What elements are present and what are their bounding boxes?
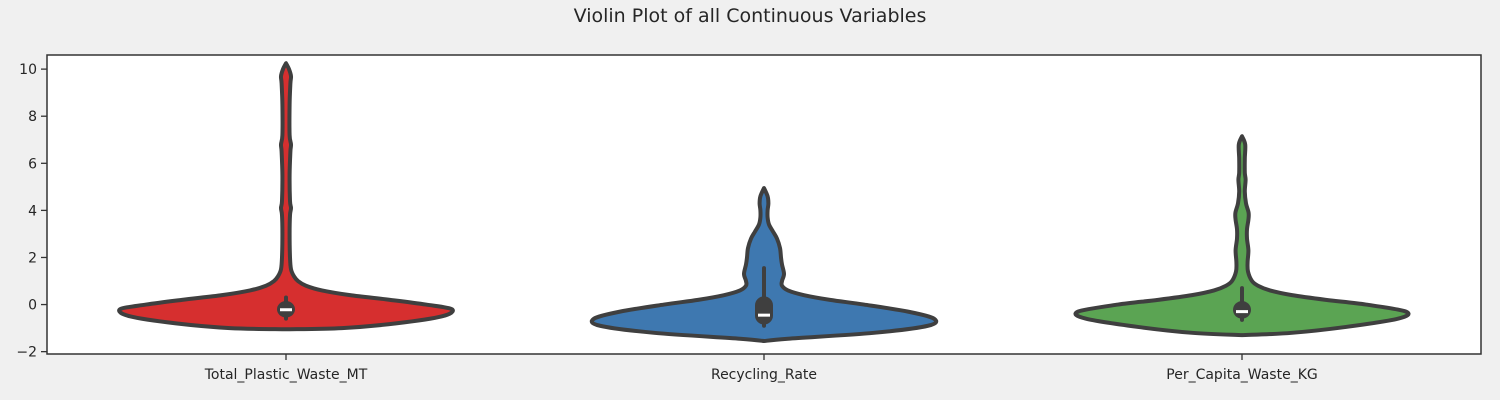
violin-1 — [117, 61, 455, 332]
chart-title: Violin Plot of all Continuous Variables — [574, 5, 927, 27]
y-tick-label: 6 — [28, 156, 37, 172]
x-tick-label: Per_Capita_Waste_KG — [1166, 367, 1317, 383]
y-tick-label: 0 — [28, 298, 37, 314]
violin-iqr-box — [1233, 301, 1251, 319]
violin-iqr-box — [755, 296, 773, 325]
y-tick-label: 8 — [28, 109, 37, 125]
y-axis: −2 0 2 4 6 8 10 — [16, 62, 47, 361]
violin-body — [1073, 134, 1411, 338]
y-tick-label: 2 — [28, 250, 37, 266]
violin-layer — [117, 61, 1411, 344]
violin-3 — [1073, 134, 1411, 338]
x-axis: Total_Plastic_Waste_MT Recycling_Rate Per_… — [204, 354, 1318, 383]
y-tick-label: 4 — [28, 203, 37, 219]
violin-2 — [589, 186, 939, 344]
y-tick-label: 10 — [19, 62, 37, 78]
violin-body — [117, 61, 455, 332]
y-tick-label: −2 — [16, 345, 37, 361]
x-tick-label: Total_Plastic_Waste_MT — [204, 367, 368, 383]
x-tick-label: Recycling_Rate — [711, 367, 817, 383]
violin-body — [589, 186, 939, 344]
